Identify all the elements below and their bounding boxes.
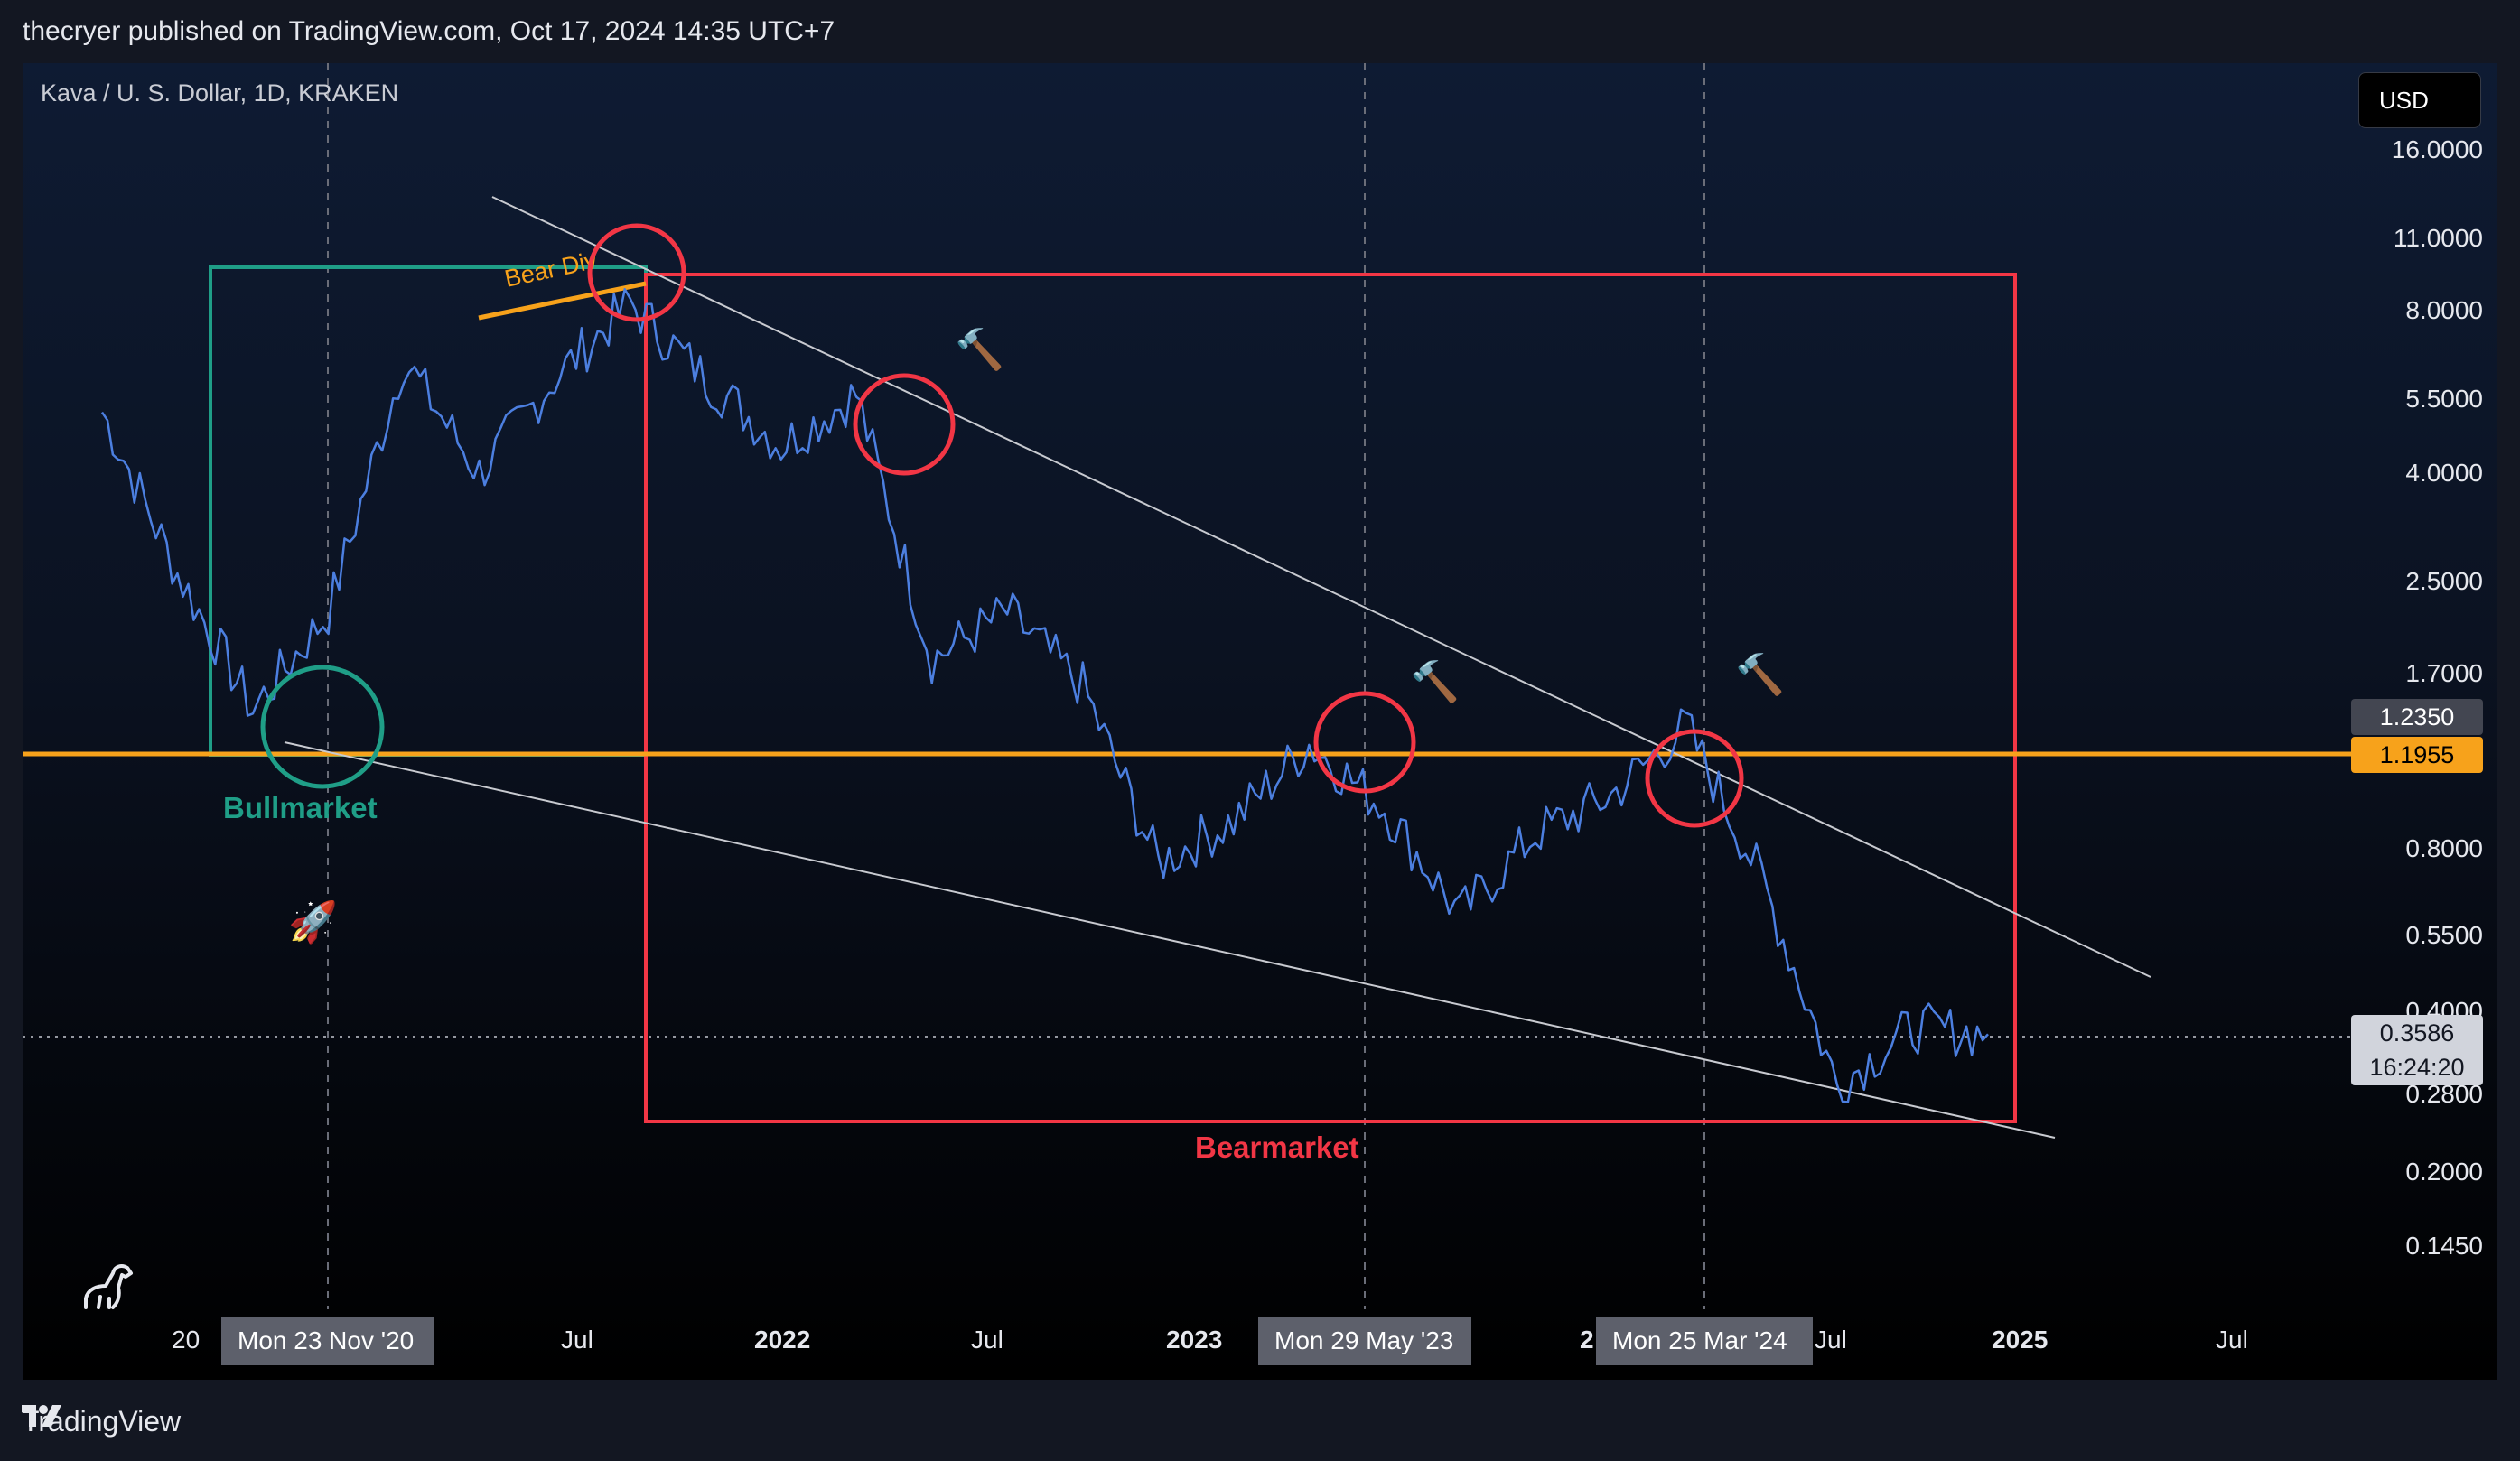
time-tick: Jul	[561, 1326, 593, 1354]
top-circle-1[interactable]	[587, 223, 686, 322]
symbol-legend: Kava / U. S. Dollar, 1D, KRAKEN	[41, 79, 399, 107]
price-label-upper: 1.2350	[2351, 699, 2483, 735]
bull-zone-label: Bullmarket	[223, 791, 378, 824]
top-circle-4[interactable]	[1645, 729, 1744, 828]
chart-canvas[interactable]: Bear Div	[23, 63, 2497, 1380]
bear-zone-label: Bearmarket	[1195, 1131, 1359, 1164]
price-tick: 5.5000	[2405, 385, 2483, 413]
price-tick: 0.2000	[2405, 1158, 2483, 1186]
time-tick: Jul	[1815, 1326, 1847, 1354]
top-circle-2[interactable]	[853, 373, 956, 476]
upper-trendline[interactable]	[491, 196, 2151, 978]
bull-bottom-circle[interactable]	[260, 665, 385, 789]
price-tick: 11.0000	[2393, 224, 2483, 252]
hammer-icon[interactable]: 🔨	[1735, 653, 1785, 697]
publish-header: thecryer published on TradingView.com, O…	[0, 0, 2520, 63]
price-tick: 4.0000	[2405, 459, 2483, 487]
price-series-line	[100, 287, 1989, 1103]
price-tick: 0.8000	[2405, 834, 2483, 862]
currency-button[interactable]: USD	[2358, 72, 2481, 128]
tradingview-logo[interactable]: TradingView	[22, 1405, 181, 1438]
hammer-icon[interactable]: 🔨	[1410, 660, 1460, 704]
bear-div-label: Bear Div	[502, 247, 600, 293]
price-tick: 8.0000	[2405, 296, 2483, 324]
footer-bar: TradingView	[0, 1380, 2520, 1461]
bear-div-line[interactable]	[478, 281, 647, 321]
time-tick: 2	[1580, 1326, 1594, 1354]
last-price-label: 0.3586	[2351, 1015, 2483, 1051]
time-tick: 2023	[1166, 1326, 1223, 1354]
price-tick: 2.5000	[2405, 567, 2483, 595]
time-tick: Jul	[971, 1326, 1003, 1354]
price-tick: 16.0000	[2391, 135, 2483, 163]
time-tick: Jul	[2216, 1326, 2248, 1354]
lower-trendline[interactable]	[284, 741, 2056, 1139]
time-tick: 2025	[1992, 1326, 2049, 1354]
chart-pane[interactable]: Bear Div Kava / U. S. Dollar, 1D, KRAKEN…	[23, 63, 2497, 1380]
price-tick: 1.7000	[2405, 659, 2483, 687]
price-label-level: 1.1955	[2351, 737, 2483, 773]
time-tick: 2022	[754, 1326, 811, 1354]
crosshair-time-label: Mon 23 Nov '20	[221, 1317, 434, 1365]
bar-countdown-label: 16:24:20	[2351, 1049, 2483, 1085]
time-tick: 20	[172, 1326, 201, 1354]
published-text: thecryer published on TradingView.com, O…	[23, 16, 835, 46]
crosshair-time-label: Mon 25 Mar '24	[1596, 1317, 1813, 1365]
hammer-icon[interactable]: 🔨	[955, 328, 1004, 372]
top-circle-3[interactable]	[1313, 691, 1416, 794]
rocket-icon[interactable]: 🚀	[288, 900, 338, 945]
bear-zone-box[interactable]	[644, 273, 2017, 1123]
crosshair-time-label: Mon 29 May '23	[1258, 1317, 1471, 1365]
price-tick: 0.5500	[2405, 921, 2483, 949]
tradingview-dino-icon	[84, 1264, 133, 1309]
price-tick: 0.1450	[2405, 1232, 2483, 1260]
tradingview-logo-icon	[22, 1405, 61, 1427]
